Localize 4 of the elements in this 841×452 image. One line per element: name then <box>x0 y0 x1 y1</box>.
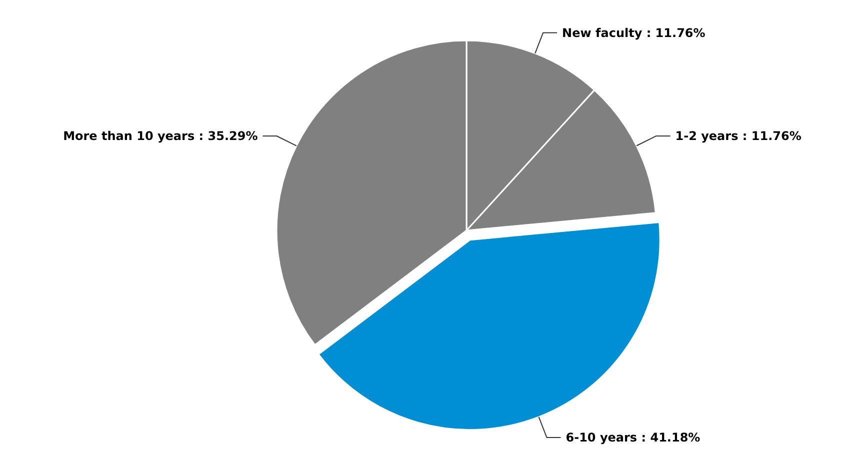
slice-label: 1-2 years : 11.76% <box>675 128 802 143</box>
slice-label: New faculty : 11.76% <box>562 26 706 40</box>
slice-label: More than 10 years : 35.29% <box>63 129 258 143</box>
slice-label: 6-10 years : 41.18% <box>566 430 700 444</box>
